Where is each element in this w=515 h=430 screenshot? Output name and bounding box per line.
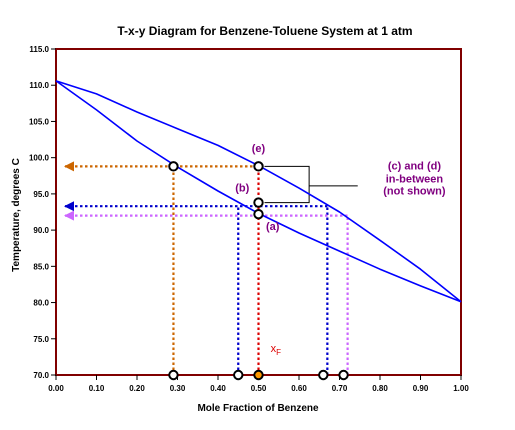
annotation-text: (b) xyxy=(235,183,249,195)
x-tick-label: 0.50 xyxy=(251,384,267,393)
y-tick-label: 70.0 xyxy=(33,371,49,380)
x-tick-label: 0.80 xyxy=(372,384,388,393)
state-point xyxy=(318,369,329,381)
xf-label-main: x xyxy=(271,343,277,355)
x-tick-label: 0.60 xyxy=(291,384,307,393)
y-tick-label: 110.0 xyxy=(29,81,49,90)
y-tick-label: 85.0 xyxy=(33,262,49,271)
x-tick-label: 0.00 xyxy=(48,384,64,393)
y-tick-label: 115.0 xyxy=(29,45,49,54)
x-tick-label: 0.40 xyxy=(210,384,226,393)
state-point xyxy=(233,369,244,381)
annotation-text: (e) xyxy=(252,143,266,155)
state-point xyxy=(168,161,179,172)
annotation-text: (not shown) xyxy=(383,186,446,198)
x-tick-label: 0.10 xyxy=(89,384,105,393)
xf-label: xF xyxy=(271,343,282,357)
y-tick-label: 100.0 xyxy=(29,154,50,163)
plot-area: 0.00 0.10 0.20 0.30 0.40 0.50 0.60 0.70 0.80 0.90… xyxy=(29,45,469,393)
annotation-text: (c) and (d) xyxy=(388,160,441,172)
x-tick-label: 0.20 xyxy=(129,384,145,393)
state-point xyxy=(338,369,349,381)
state-point xyxy=(168,369,179,381)
y-tick-label: 95.0 xyxy=(33,190,49,199)
state-point xyxy=(253,197,264,208)
x-axis-label: Mole Fraction of Benzene xyxy=(197,403,319,414)
state-point xyxy=(253,369,264,381)
x-tick-label: 1.00 xyxy=(453,384,469,393)
state-point xyxy=(253,208,264,220)
y-tick-label: 105.0 xyxy=(29,117,50,126)
xf-label-sub: F xyxy=(276,348,281,357)
chart-title: T-x-y Diagram for Benzene-Toluene System… xyxy=(117,24,412,38)
annotation-text: in-between xyxy=(386,173,444,185)
state-point xyxy=(253,161,264,172)
y-axis-label: Temperature, degrees C xyxy=(11,158,22,272)
y-tick-label: 75.0 xyxy=(33,335,49,344)
y-tick-label: 90.0 xyxy=(33,226,49,235)
x-tick-label: 0.90 xyxy=(413,384,429,393)
x-tick-label: 0.30 xyxy=(170,384,186,393)
annotation-text: (a) xyxy=(266,221,280,233)
x-tick-label: 0.70 xyxy=(332,384,348,393)
y-tick-label: 80.0 xyxy=(33,299,49,308)
annotation-bracket xyxy=(264,165,310,204)
